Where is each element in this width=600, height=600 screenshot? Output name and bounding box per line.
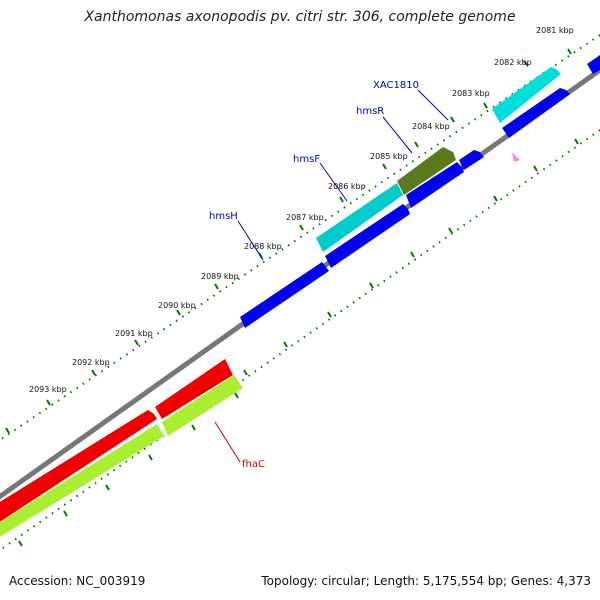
tick-label-2093: 2093 kbp xyxy=(29,385,67,394)
reverse-annotation-track xyxy=(0,375,243,537)
outer-tick-ring xyxy=(0,34,600,441)
annotated-feature-track xyxy=(316,67,561,252)
tick-label-2084: 2084 kbp xyxy=(412,122,450,131)
line-hmsh xyxy=(237,220,264,261)
topology-label: Topology: circular; Length: 5,175,554 bp… xyxy=(261,574,591,588)
tick-label-2082: 2082 kbp xyxy=(494,58,532,67)
feature-cyan-1 xyxy=(492,67,561,123)
forward-cds-track xyxy=(240,55,600,328)
tick-label-2091: 2091 kbp xyxy=(115,329,153,338)
gene-label-lines xyxy=(214,89,449,463)
tick-label-2090: 2090 kbp xyxy=(158,301,196,310)
tick-label-2088: 2088 kbp xyxy=(244,242,282,251)
cds-reverse-2 xyxy=(0,410,157,522)
feature-green-1 xyxy=(162,375,243,436)
gene-label-hmsh: hmsH xyxy=(209,211,238,222)
cds-forward-4 xyxy=(406,162,464,208)
tick-label-2089: 2089 kbp xyxy=(201,272,239,281)
cds-reverse-1 xyxy=(155,359,233,419)
gene-label-hmsr: hmsR xyxy=(356,106,384,117)
cds-forward-1 xyxy=(587,55,600,74)
cds-forward-5 xyxy=(325,204,410,268)
reverse-cds-track xyxy=(0,359,233,522)
tick-label-2087: 2087 kbp xyxy=(286,213,324,222)
pink-marker xyxy=(512,152,520,162)
line-fhac xyxy=(214,421,241,463)
tick-label-2086: 2086 kbp xyxy=(328,182,366,191)
line-xac1810 xyxy=(417,89,449,121)
line-hmsr xyxy=(382,116,413,154)
outer-major-ticks xyxy=(5,48,572,434)
line-hmsf xyxy=(319,162,348,202)
cds-forward-6 xyxy=(240,262,329,328)
cds-forward-3 xyxy=(459,150,484,170)
inner-tick-ring xyxy=(0,129,600,551)
gene-label-hmsf: hmsF xyxy=(293,154,320,165)
tick-label-2081: 2081 kbp xyxy=(536,26,574,35)
tick-label-2083: 2083 kbp xyxy=(452,89,490,98)
feature-cyan-2 xyxy=(316,183,403,252)
cds-forward-2 xyxy=(502,88,570,138)
tick-labels: 2081 kbp 2082 kbp 2083 kbp 2084 kbp 2085… xyxy=(29,26,574,394)
feature-olive-1 xyxy=(397,147,456,195)
tick-label-2085: 2085 kbp xyxy=(370,152,408,161)
gene-label-fhac: fhaC xyxy=(242,459,265,470)
gene-label-xac1810: XAC1810 xyxy=(373,80,419,91)
inner-major-ticks xyxy=(18,138,579,547)
tick-label-2092: 2092 kbp xyxy=(72,358,110,367)
accession-label: Accession: NC_003919 xyxy=(9,574,146,588)
map-title: Xanthomonas axonopodis pv. citri str. 30… xyxy=(84,9,516,25)
feature-green-2 xyxy=(0,424,164,537)
gene-labels: XAC1810 hmsR hmsF hmsH fhaC xyxy=(209,80,419,470)
